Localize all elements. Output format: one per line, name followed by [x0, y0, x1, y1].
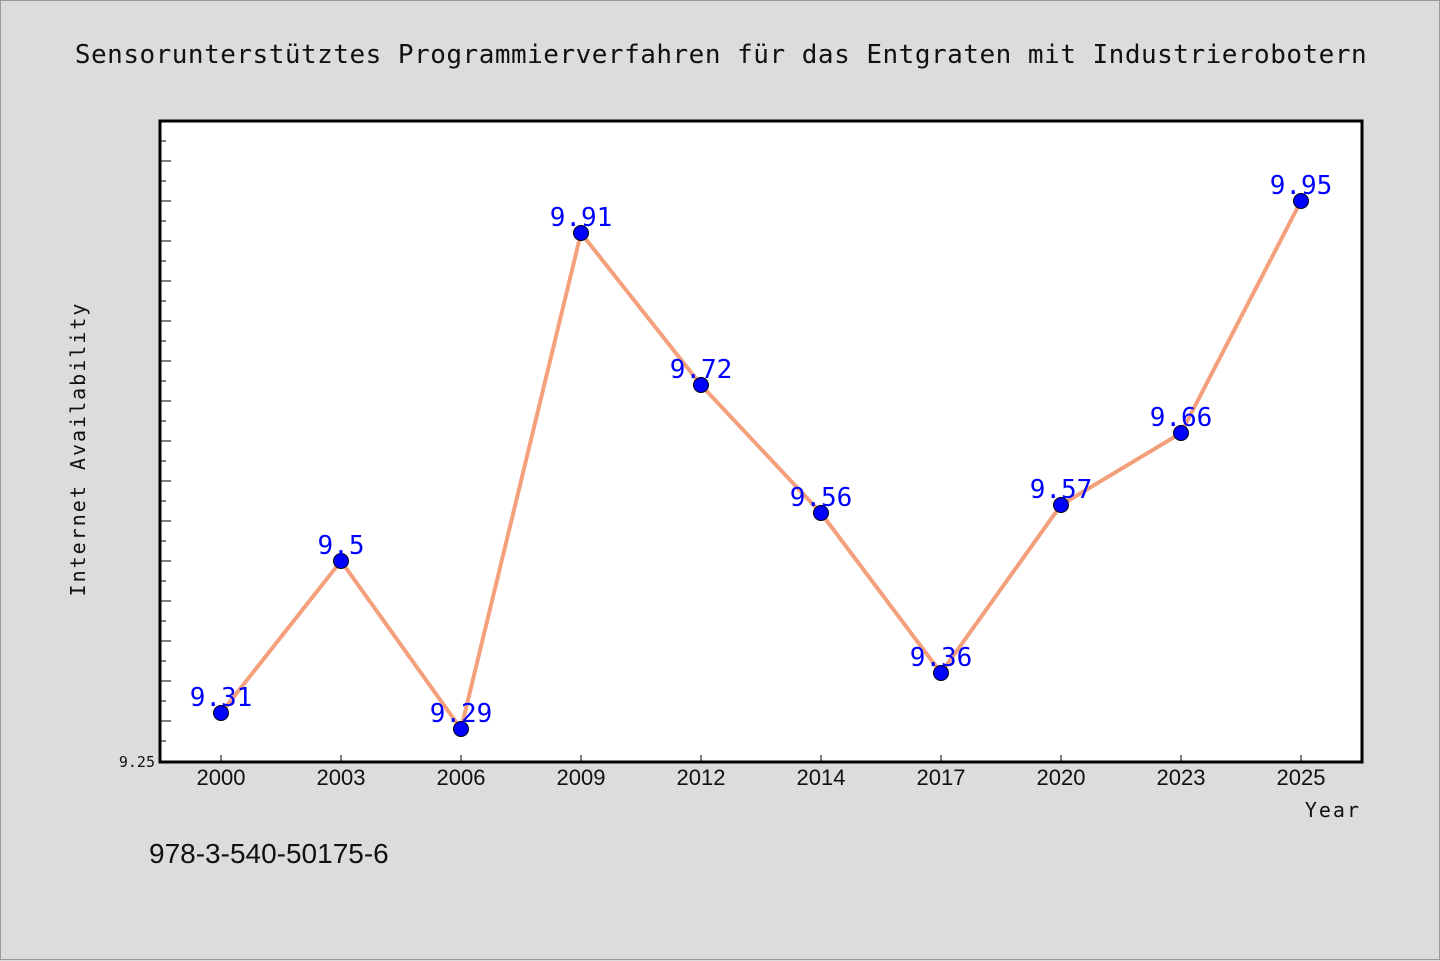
- x-tick-label: 2009: [557, 765, 606, 790]
- x-tick-label: 2017: [917, 765, 966, 790]
- x-tick-label: 2012: [677, 765, 726, 790]
- data-point: [933, 665, 949, 681]
- x-tick-label: 2014: [797, 765, 846, 790]
- series-line: [219, 200, 1303, 731]
- data-point: [213, 705, 229, 721]
- x-tick-label: 2006: [437, 765, 486, 790]
- data-label: 9.36: [910, 643, 973, 673]
- series-group: 9.31 9.5 9.29 9.91 9.72 9.56 9.36 9.57 9.66 9.95: [190, 171, 1333, 737]
- data-point: [453, 721, 469, 737]
- data-point: [1173, 425, 1189, 441]
- plot-area: [158, 119, 1364, 764]
- y-axis-ticks: 9.25: [119, 120, 171, 771]
- data-label: 9.72: [670, 355, 733, 385]
- data-point: [1053, 497, 1069, 513]
- data-point: [573, 225, 589, 241]
- data-point: [1293, 193, 1309, 209]
- chart-title: Sensorunterstütztes Programmierverfahren…: [75, 40, 1367, 70]
- data-label: 9.66: [1150, 403, 1213, 433]
- x-tick-label: 2025: [1277, 765, 1326, 790]
- x-tick-label: 2000: [197, 765, 246, 790]
- data-point: [813, 505, 829, 521]
- x-axis-label: Year: [1305, 798, 1361, 822]
- data-label: 9.5: [318, 531, 365, 561]
- data-label: 9.91: [550, 203, 613, 233]
- x-tick-label: 2003: [317, 765, 366, 790]
- data-point: [333, 553, 349, 569]
- data-label: 9.57: [1030, 475, 1093, 505]
- footer-isbn: 978-3-540-50175-6: [149, 838, 389, 869]
- data-label: 9.31: [190, 683, 253, 713]
- data-label: 9.29: [430, 699, 493, 729]
- x-tick-label: 2023: [1157, 765, 1206, 790]
- data-point: [693, 377, 709, 393]
- data-label: 9.56: [790, 483, 853, 513]
- x-tick-label: 2020: [1037, 765, 1086, 790]
- y-axis-label: Internet Availability: [66, 302, 90, 597]
- x-axis-ticks: 2000 2003 2006 2009 2012 2014 2017 2020 2023 2025: [197, 755, 1326, 790]
- y-tick-label: 9.25: [119, 753, 155, 771]
- data-label: 9.95: [1270, 171, 1333, 201]
